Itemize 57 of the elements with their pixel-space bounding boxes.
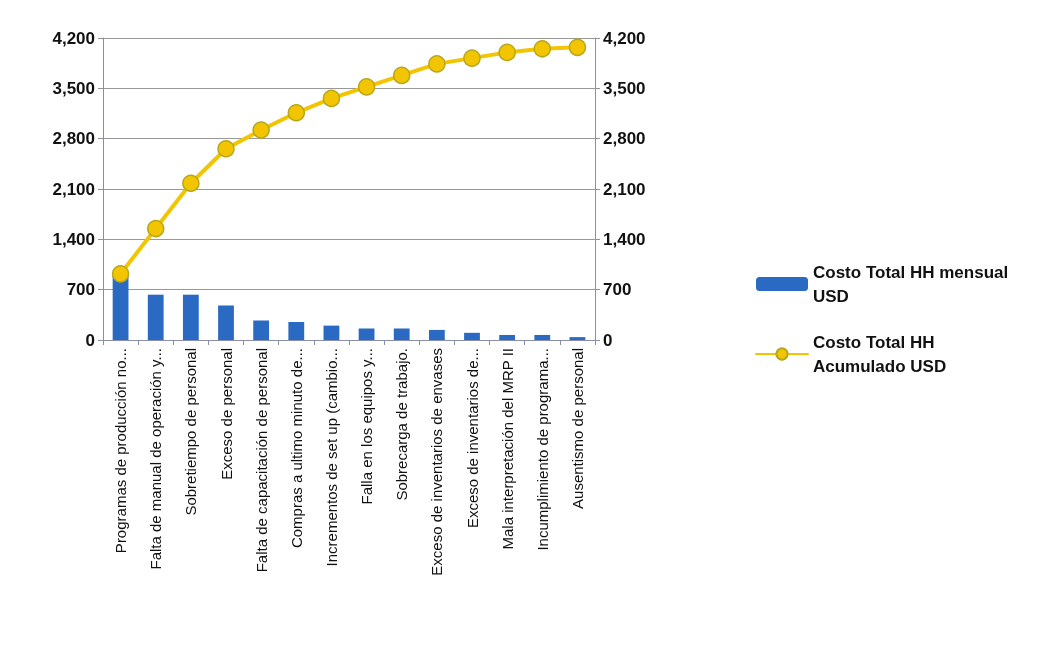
bar bbox=[569, 337, 586, 340]
legend-label: Costo Total HH Acumulado USD bbox=[813, 332, 947, 376]
bar bbox=[499, 334, 516, 340]
y2-tick-label: 2,100 bbox=[603, 179, 646, 199]
bar bbox=[323, 325, 340, 340]
y2-tick-label: 1,400 bbox=[603, 229, 646, 249]
x-tick-label: Mala interpretación del MRP II bbox=[498, 348, 516, 550]
bar bbox=[147, 294, 164, 340]
point bbox=[252, 121, 270, 139]
point bbox=[463, 49, 481, 67]
bar bbox=[428, 329, 445, 340]
point bbox=[392, 66, 411, 85]
bar bbox=[534, 334, 551, 340]
x-tick-label: Sobrecarga de trabajo. bbox=[393, 348, 411, 501]
bar bbox=[358, 328, 375, 340]
x-tick-label: Incumplimiento de programa... bbox=[533, 348, 551, 551]
y-tick-label: 700 bbox=[66, 280, 95, 300]
bar bbox=[464, 332, 480, 340]
y2-tick-label: 0 bbox=[603, 330, 613, 350]
legend-label: Costo Total HH mensual USD bbox=[813, 262, 1013, 306]
y-tick-label: 0 bbox=[85, 330, 95, 350]
point bbox=[322, 89, 341, 108]
bar bbox=[182, 294, 199, 340]
x-tick-label: Falta de capacitación de personal bbox=[252, 348, 270, 573]
point bbox=[428, 55, 446, 73]
point bbox=[568, 38, 587, 57]
y-tick-label: 1,400 bbox=[52, 229, 95, 249]
y-tick-label: 2,800 bbox=[52, 129, 95, 149]
point bbox=[182, 174, 200, 192]
bar bbox=[393, 328, 410, 340]
y2-tick-label: 3,500 bbox=[603, 78, 646, 98]
y2-tick-label: 700 bbox=[603, 280, 632, 300]
bar bbox=[218, 305, 234, 340]
point bbox=[111, 265, 130, 283]
point bbox=[533, 40, 552, 58]
bar bbox=[253, 320, 270, 340]
x-tick-label: Sobretiempo de personal bbox=[182, 348, 200, 516]
point bbox=[146, 219, 165, 238]
point bbox=[217, 139, 235, 158]
point bbox=[498, 43, 516, 62]
x-tick-label: Exceso de inventarios de envases bbox=[428, 348, 446, 576]
x-tick-label: Ausentismo de personal bbox=[568, 348, 586, 509]
x-tick-label: Compras a ultimo minuto de... bbox=[287, 348, 305, 549]
point bbox=[287, 104, 306, 122]
y2-tick-label: 4,200 bbox=[603, 28, 646, 48]
x-tick-label: Incrementos de set up (cambio... bbox=[322, 348, 340, 567]
y-tick-label: 4,200 bbox=[52, 28, 95, 48]
bar bbox=[288, 322, 305, 340]
x-tick-label: Falta de manual de operación y... bbox=[147, 348, 165, 570]
x-tick-label: Exceso de inventarios de... bbox=[463, 348, 481, 529]
x-tick-label: Programas de producción no... bbox=[112, 348, 130, 554]
point bbox=[357, 78, 376, 96]
x-tick-label: Falla en los equipos y... bbox=[358, 348, 376, 505]
y-tick-label: 2,100 bbox=[52, 179, 95, 199]
y2-tick-label: 2,800 bbox=[603, 129, 646, 149]
y-tick-label: 3,500 bbox=[52, 78, 95, 98]
x-tick-label: Exceso de personal bbox=[217, 348, 235, 480]
